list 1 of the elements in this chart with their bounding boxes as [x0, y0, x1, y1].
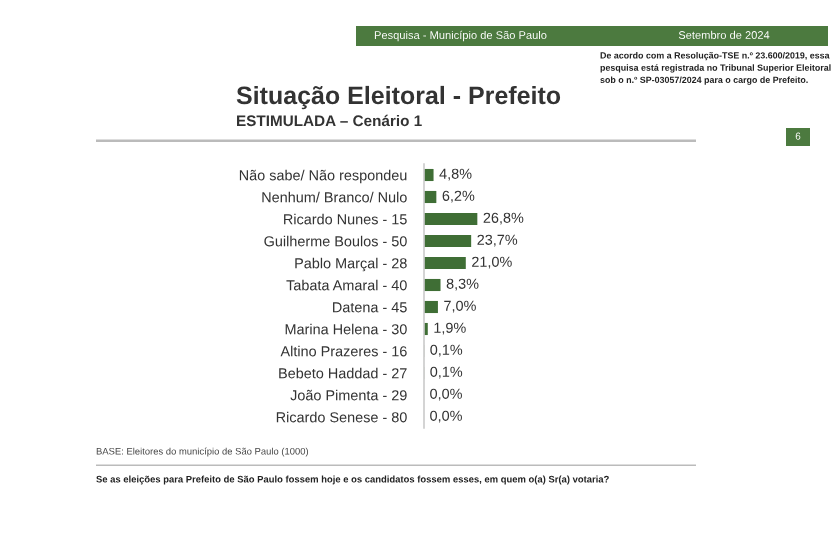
- chart-title: Situação Eleitoral - Prefeito: [236, 85, 561, 110]
